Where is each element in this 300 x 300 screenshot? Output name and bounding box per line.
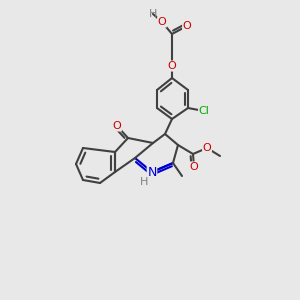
Text: O: O [158, 17, 166, 27]
Text: O: O [202, 143, 211, 153]
Text: N: N [147, 166, 157, 178]
Text: O: O [112, 121, 122, 131]
Text: O: O [183, 21, 191, 31]
Text: Cl: Cl [199, 106, 209, 116]
Text: H: H [149, 9, 157, 19]
Text: O: O [168, 61, 176, 71]
Text: H: H [140, 177, 148, 187]
Text: O: O [190, 162, 198, 172]
